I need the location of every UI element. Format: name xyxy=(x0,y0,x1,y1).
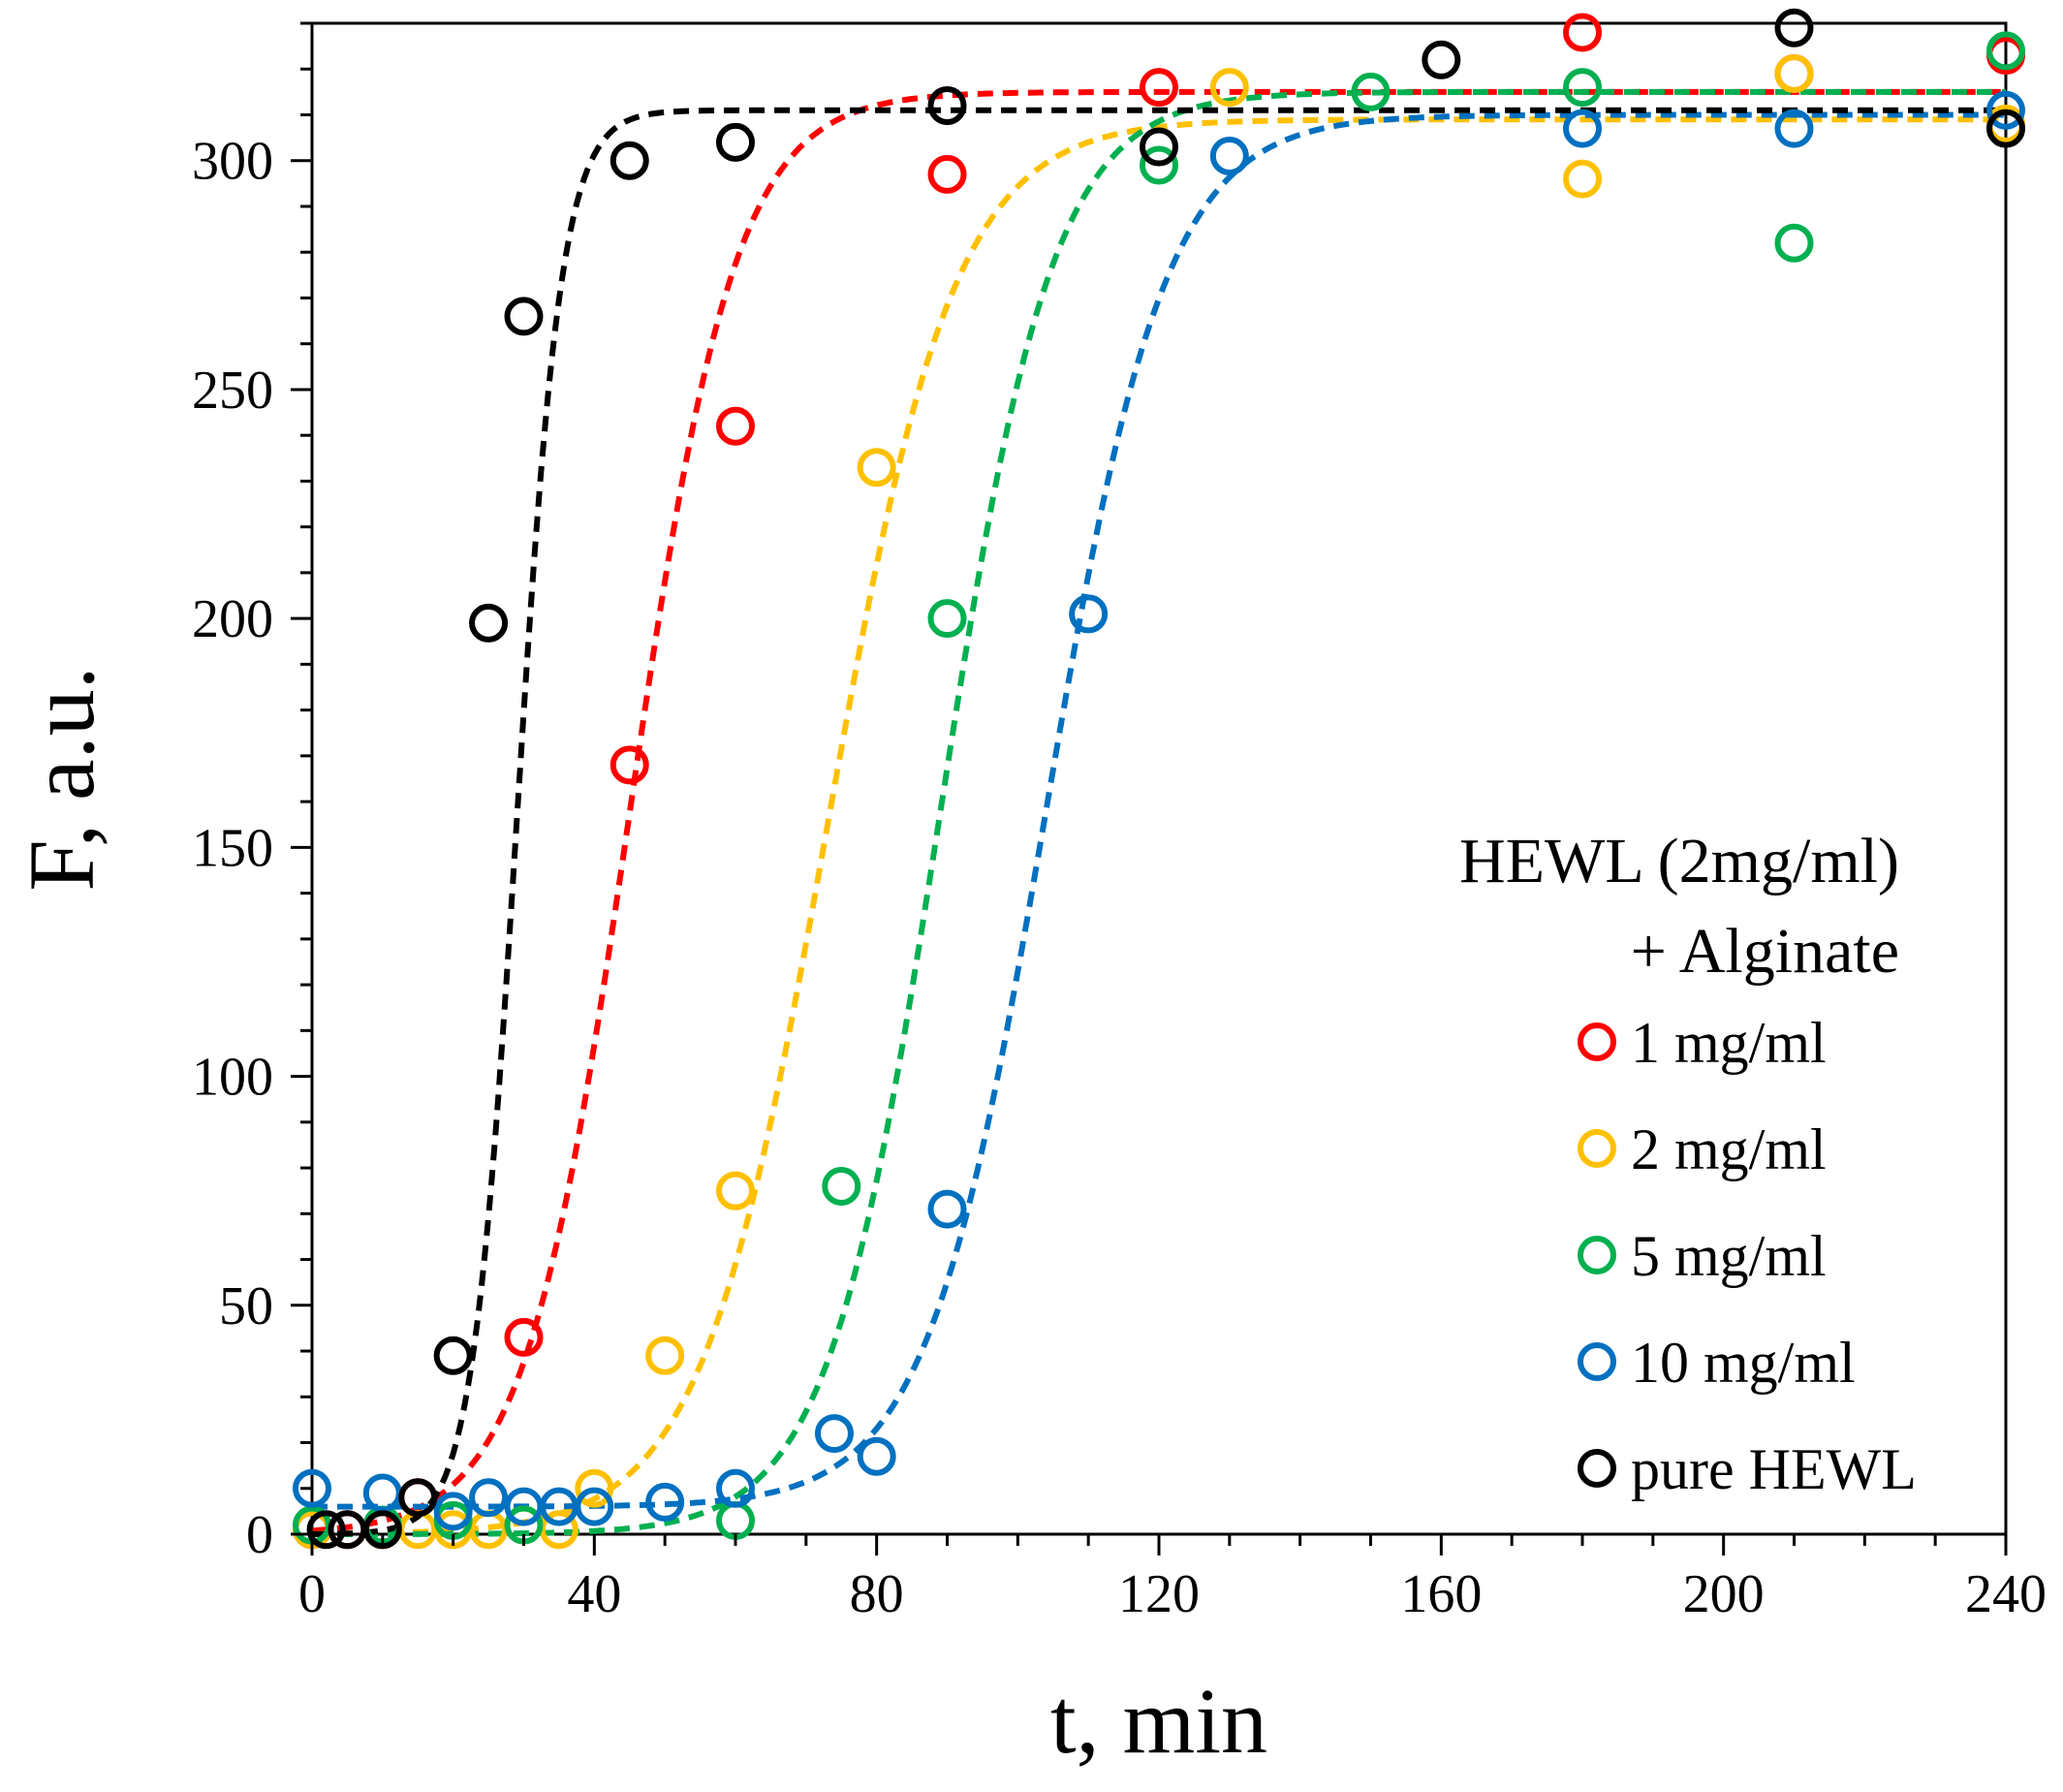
data-point-series-1 xyxy=(1140,68,1178,108)
data-point-series-1 xyxy=(610,745,649,785)
data-points xyxy=(293,8,2025,1550)
data-point-series-2 xyxy=(716,1171,755,1210)
y-tick-label: 300 xyxy=(192,132,273,192)
x-tick-label: 160 xyxy=(1400,1564,1482,1624)
data-point-series-4 xyxy=(469,1478,509,1518)
data-point-series-4 xyxy=(814,1414,854,1454)
fit-curve-4 xyxy=(312,111,2006,1510)
legend-title-line1: HEWL (2mg/ml) xyxy=(1459,826,1899,896)
data-point-series-5 xyxy=(1422,40,1461,79)
fit-curve-3 xyxy=(312,88,2006,1537)
data-point-series-4 xyxy=(293,1468,331,1508)
data-point-series-2 xyxy=(575,1468,614,1508)
y-tick-label: 150 xyxy=(192,818,273,878)
y-tick-label: 200 xyxy=(192,589,273,649)
fit-curve-2 xyxy=(311,116,2006,1537)
data-point-series-4 xyxy=(575,1487,614,1526)
data-point-series-5 xyxy=(1774,8,1814,47)
data-point-series-5 xyxy=(716,122,755,162)
data-point-series-3 xyxy=(1986,31,2025,71)
fit-curves xyxy=(311,88,2006,1537)
data-point-series-4 xyxy=(857,1436,896,1476)
data-point-series-5 xyxy=(306,1510,346,1550)
x-tick-label: 120 xyxy=(1118,1564,1200,1624)
y-tick-label: 250 xyxy=(192,361,273,421)
data-point-series-4 xyxy=(1209,137,1249,176)
x-axis-title: t, min xyxy=(1050,1669,1267,1773)
legend-marker xyxy=(1578,1022,1616,1061)
fit-curve-1 xyxy=(311,88,2006,1534)
data-point-series-4 xyxy=(1774,109,1814,148)
legend-label: 2 mg/ml xyxy=(1631,1117,1827,1181)
x-tick-label: 0 xyxy=(298,1564,326,1624)
data-point-series-4 xyxy=(1986,90,2025,130)
data-point-series-1 xyxy=(716,406,755,446)
legend-title-line2: + Alginate xyxy=(1631,916,1899,987)
data-point-series-5 xyxy=(1986,109,2025,148)
data-point-series-5 xyxy=(504,297,544,336)
data-point-series-4 xyxy=(362,1473,402,1513)
data-point-series-5 xyxy=(1140,127,1178,167)
data-point-series-1 xyxy=(927,154,967,194)
legend-marker xyxy=(1578,1236,1616,1274)
data-point-series-3 xyxy=(1140,145,1178,185)
data-point-series-3 xyxy=(822,1166,861,1206)
data-point-series-4 xyxy=(716,1468,755,1508)
data-point-series-5 xyxy=(433,1336,473,1375)
data-point-series-1 xyxy=(504,1317,544,1357)
data-point-series-4 xyxy=(433,1492,473,1531)
data-point-series-2 xyxy=(1774,53,1814,93)
legend-marker xyxy=(1578,1449,1616,1488)
y-tick-label: 100 xyxy=(192,1048,273,1108)
data-point-series-3 xyxy=(716,1500,755,1540)
data-point-series-3 xyxy=(1563,68,1602,108)
data-point-series-5 xyxy=(398,1478,438,1518)
x-tick-label: 80 xyxy=(850,1564,904,1624)
data-point-series-5 xyxy=(610,141,649,180)
y-axis-title: F, a.u. xyxy=(10,666,113,891)
data-point-series-4 xyxy=(1069,594,1109,634)
data-point-series-4 xyxy=(645,1482,685,1522)
data-point-series-5 xyxy=(469,603,509,643)
legend: HEWL (2mg/ml) + Alginate 1 mg/ml 2 mg/ml 5 m… xyxy=(1459,826,1917,1501)
legend-label: 10 mg/ml xyxy=(1631,1331,1856,1395)
x-tick-label: 200 xyxy=(1683,1564,1765,1624)
data-point-series-3 xyxy=(1351,72,1391,111)
data-point-series-4 xyxy=(927,1189,967,1229)
data-point-series-3 xyxy=(1774,223,1814,263)
data-point-series-2 xyxy=(857,448,896,487)
axes: 0 40 80 120 160 200 240 0 50 100 150 200 250 300 t, mi… xyxy=(10,21,2047,1773)
y-tick-label: 0 xyxy=(246,1505,273,1565)
legend-label: 1 mg/ml xyxy=(1631,1011,1827,1075)
legend-label: 5 mg/ml xyxy=(1631,1224,1827,1288)
x-tick-label: 240 xyxy=(1965,1564,2047,1624)
data-point-series-2 xyxy=(1563,159,1602,199)
data-point-series-2 xyxy=(645,1336,685,1375)
data-point-series-5 xyxy=(927,86,967,126)
data-point-series-1 xyxy=(1563,13,1602,52)
legend-marker xyxy=(1578,1129,1616,1168)
legend-marker xyxy=(1578,1342,1616,1381)
fit-curve-5 xyxy=(312,107,2006,1537)
data-point-series-4 xyxy=(1563,109,1602,148)
legend-label: pure HEWL xyxy=(1631,1437,1917,1501)
y-tick-label: 50 xyxy=(219,1276,273,1336)
data-point-series-3 xyxy=(927,599,967,639)
x-tick-label: 40 xyxy=(567,1564,621,1624)
data-point-series-5 xyxy=(362,1510,402,1550)
data-point-series-2 xyxy=(1209,68,1249,108)
